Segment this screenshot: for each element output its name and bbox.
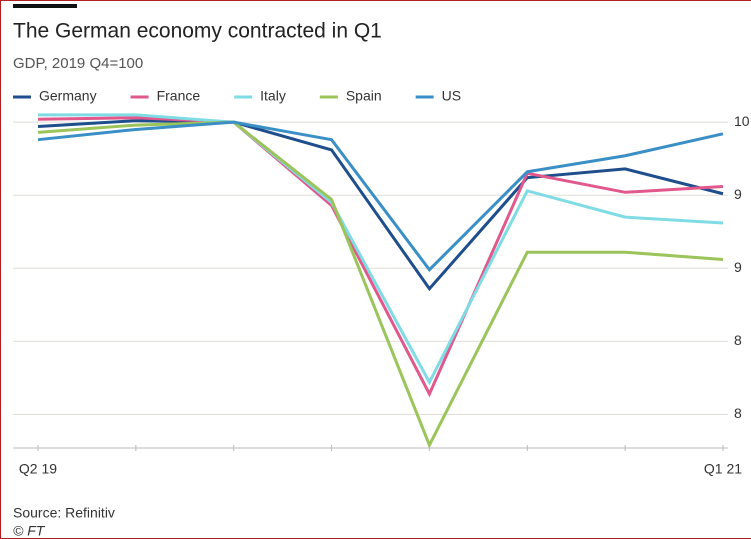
chart-subtitle: GDP, 2019 Q4=100 <box>13 55 143 72</box>
legend-label: France <box>157 88 201 104</box>
chart-title: The German economy contracted in Q1 <box>13 20 382 43</box>
credit: © FT <box>13 523 46 539</box>
source: Source: Refinitiv <box>13 505 115 521</box>
legend-label: US <box>442 88 461 104</box>
y-tick-label: 8 <box>734 332 742 348</box>
legend-label: Italy <box>260 88 286 104</box>
series-line <box>37 116 724 398</box>
series-line <box>37 119 724 292</box>
legend-label: Spain <box>346 88 382 104</box>
y-tick-label: 9 <box>734 259 742 275</box>
x-tick-label: Q1 21 <box>704 461 742 477</box>
y-tick-label: 9 <box>734 186 742 202</box>
legend-label: Germany <box>39 88 97 104</box>
series-line <box>38 113 724 386</box>
series-line <box>37 120 724 449</box>
brand-bar <box>13 4 77 8</box>
series-line <box>37 120 724 273</box>
y-tick-label: 10 <box>734 113 750 129</box>
x-tick-label: Q2 19 <box>19 461 57 477</box>
y-tick-label: 8 <box>734 405 742 421</box>
